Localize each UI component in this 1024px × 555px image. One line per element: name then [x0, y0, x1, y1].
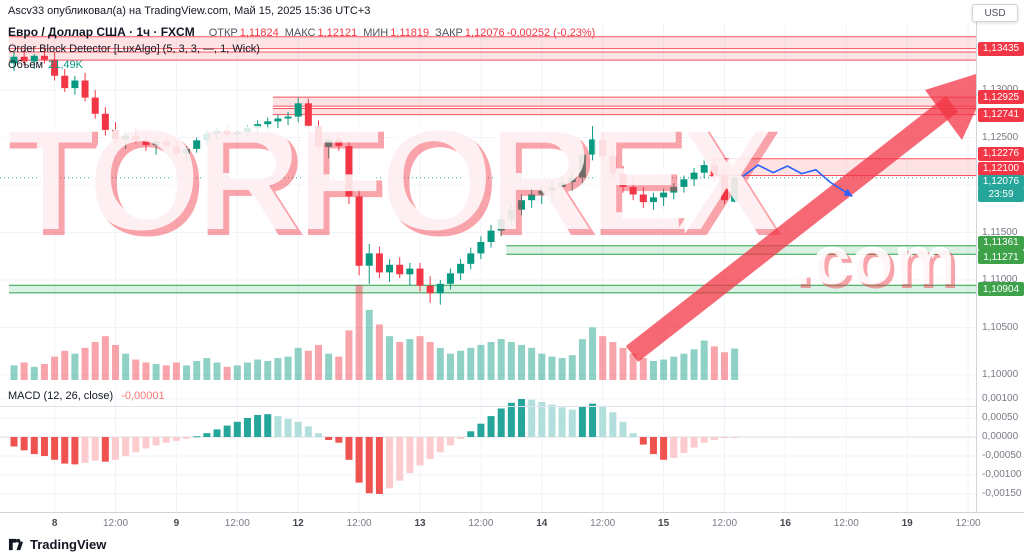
macd-label: MACD (12, 26, close)	[8, 390, 114, 402]
price-badge: 1,11361	[978, 235, 1024, 250]
tradingview-logo-icon[interactable]	[8, 536, 25, 553]
volume-value: 21,49K	[48, 59, 83, 71]
price-tick: 1,11500	[982, 226, 1018, 238]
price-tick: 1,10500	[982, 321, 1019, 333]
macd-value: -0,00001	[121, 390, 165, 402]
time-tick: 12:00	[468, 518, 494, 529]
open-value: 1,11824	[239, 27, 279, 39]
low-label: МИН	[363, 27, 389, 39]
price-tick: 1,12500	[982, 131, 1019, 143]
price-pane-canvas[interactable]	[0, 22, 976, 384]
low-value: 1,11819	[390, 27, 430, 39]
currency-toggle-button[interactable]: USD	[972, 4, 1018, 22]
chart-area[interactable]: TORFOREX .com Евро / Доллар США · 1ч · F…	[0, 22, 976, 512]
price-tick: 1,11000	[982, 274, 1018, 285]
macd-tick: 0,00000	[982, 431, 1019, 442]
price-badge: 1,12741	[978, 107, 1024, 122]
time-axis[interactable]: 8 12:00 9 12:00 12 12:00 13 12:00 14 12:00 15 12:00…	[0, 512, 1024, 534]
orderblock-indicator-title: Order Block Detector [LuxAlgo] (5, 3, 3,…	[8, 43, 260, 55]
macd-tick: -0,00150	[982, 488, 1022, 499]
macd-tick: -0,00050	[982, 450, 1022, 461]
symbol-title: Евро / Доллар США · 1ч · FXCM	[8, 25, 195, 39]
time-tick: 14	[536, 518, 548, 529]
time-tick: 12:00	[224, 518, 250, 529]
price-badge: 1,12100	[978, 161, 1024, 176]
change-value: -0,00252 (-0,23%)	[506, 27, 596, 39]
high-value: 1,12121	[317, 27, 358, 39]
macd-pane-canvas[interactable]	[0, 386, 976, 512]
open-label: ОТКР	[208, 27, 238, 39]
time-tick: 8	[51, 518, 58, 529]
time-tick: 12:00	[955, 518, 981, 529]
high-label: МАКС	[284, 27, 316, 39]
volume-label: Объем	[8, 59, 44, 71]
countdown-badge: 23:59	[978, 187, 1024, 202]
footer-bar: TradingView	[0, 534, 1024, 555]
price-tick: 1,13000	[982, 84, 1018, 95]
price-badge: 1,12276	[978, 146, 1024, 161]
close-value: 1,12076	[464, 27, 505, 39]
macd-indicator-row[interactable]: MACD (12, 26, close) -0,00001	[8, 390, 165, 402]
macd-tick: -0,00100	[982, 469, 1022, 480]
time-tick: 12:00	[346, 518, 372, 529]
published-note: Ascv33 опубликовал(а) на TradingView.com…	[8, 5, 371, 17]
price-badge: 1,10904	[978, 282, 1024, 297]
chart-legend: Евро / Доллар США · 1ч · FXCM ОТКР 1,11824…	[8, 25, 595, 74]
time-tick: 16	[779, 518, 791, 529]
time-tick: 12:00	[711, 518, 738, 529]
time-tick: 13	[414, 518, 426, 529]
symbol-legend-row[interactable]: Евро / Доллар США · 1ч · FXCM ОТКР 1,11824…	[8, 25, 595, 41]
macd-tick: 0,00100	[982, 393, 1019, 404]
price-badge: 1,13435	[978, 41, 1024, 56]
price-badge: 1,12076	[978, 174, 1024, 189]
time-tick: 12:00	[590, 518, 616, 529]
price-badge: 1,12925	[978, 90, 1024, 105]
time-tick: 12:00	[833, 518, 859, 529]
tradingview-logo-text[interactable]: TradingView	[30, 537, 107, 552]
volume-indicator-row[interactable]: Объем 21,49K	[8, 58, 595, 73]
close-label: ЗАКР	[435, 27, 463, 39]
macd-tick: 0,00050	[982, 412, 1019, 423]
time-tick: 12:00	[102, 518, 129, 529]
price-badge: 1,11271	[978, 250, 1024, 265]
time-tick: 12	[292, 518, 304, 529]
time-tick: 9	[173, 518, 180, 529]
price-tick: 1,10000	[982, 369, 1019, 380]
time-tick: 15	[658, 518, 670, 529]
pane-separator[interactable]	[0, 406, 1024, 407]
price-axis[interactable]: 1,130001,125001,120001,115001,110001,105…	[976, 22, 1024, 512]
time-tick: 19	[901, 518, 913, 529]
orderblock-indicator-row[interactable]: Order Block Detector [LuxAlgo] (5, 3, 3,…	[8, 42, 595, 57]
